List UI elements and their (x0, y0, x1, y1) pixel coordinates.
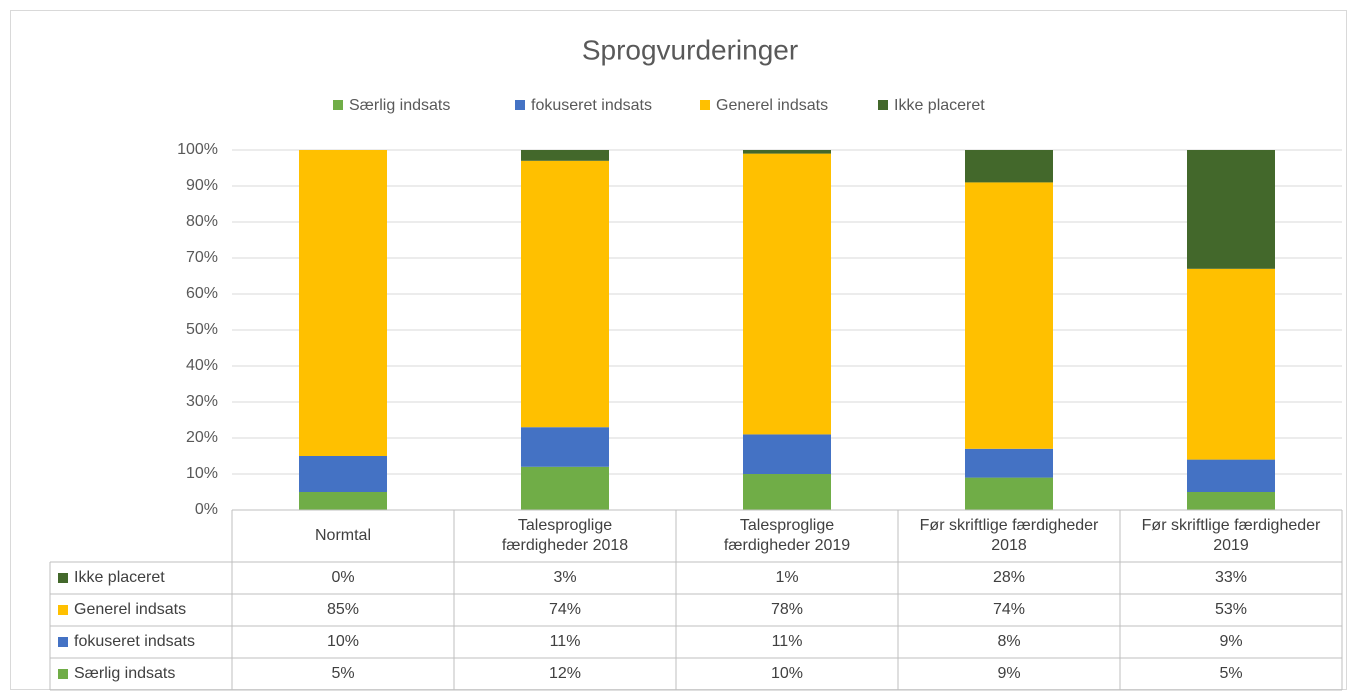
y-tick-label: 50% (186, 321, 218, 338)
data-label: 85% (326, 601, 360, 618)
y-tick-label: 90% (186, 177, 218, 194)
bar-segment (743, 434, 831, 474)
data-label: 5% (331, 665, 355, 682)
bar-segment (299, 492, 387, 510)
data-label: 74% (992, 601, 1026, 618)
y-tick-label: 40% (186, 357, 218, 374)
legend-key (58, 605, 68, 615)
bar-segment (743, 153, 831, 435)
x-tick-label: Normtal (314, 527, 371, 544)
data-label: 0% (331, 569, 355, 586)
bar-segment (521, 427, 609, 467)
y-tick-label: 70% (186, 249, 218, 266)
legend-label: Generel indsats (716, 97, 828, 114)
y-tick-label: 20% (186, 429, 218, 446)
row-label: Generel indsats (74, 601, 187, 618)
bar-segment (965, 477, 1053, 510)
data-label: 10% (326, 633, 360, 650)
data-label: 10% (770, 665, 804, 682)
data-label: 9% (997, 665, 1021, 682)
legend-swatch (333, 100, 343, 110)
bar-segment (965, 150, 1053, 183)
bar-segment (1187, 459, 1275, 492)
row-label: Særlig indsats (74, 665, 176, 682)
legend-label: fokuseret indsats (531, 97, 652, 114)
x-tick-label: Før skriftlige færdigheder 2019 (1141, 517, 1321, 554)
data-label: 33% (1214, 569, 1248, 586)
y-tick-label: 100% (177, 141, 218, 158)
legend-key (58, 669, 68, 679)
bar-segment (743, 150, 831, 154)
data-label: 74% (548, 601, 582, 618)
chart-title: Sprogvurderinger (582, 34, 798, 65)
bar-segment (521, 466, 609, 510)
legend-key (58, 573, 68, 583)
legend-swatch (878, 100, 888, 110)
chart-border (10, 10, 1347, 690)
x-tick-label: Før skriftlige færdigheder 2018 (919, 517, 1099, 554)
legend-key (58, 637, 68, 647)
bar-segment (1187, 150, 1275, 269)
legend-swatch (515, 100, 525, 110)
data-label: 11% (549, 633, 581, 650)
data-label: 9% (1219, 633, 1243, 650)
legend-label: Særlig indsats (349, 97, 450, 114)
data-label: 3% (553, 569, 577, 586)
data-label: 28% (992, 569, 1026, 586)
bar-segment (521, 150, 609, 161)
bar-segment (965, 448, 1053, 478)
bar-segment (521, 160, 609, 428)
y-tick-label: 60% (186, 285, 218, 302)
data-label: 1% (775, 569, 799, 586)
y-tick-label: 0% (195, 501, 218, 518)
x-tick-label: Talesproglige færdigheder 2019 (723, 517, 851, 554)
data-label: 53% (1214, 601, 1248, 618)
bar-segment (743, 474, 831, 510)
bar-segment (299, 456, 387, 492)
data-label: 78% (770, 601, 804, 618)
bar-segment (1187, 268, 1275, 460)
bar-segment (965, 182, 1053, 449)
bar-segment (299, 150, 387, 456)
data-label: 8% (997, 633, 1021, 650)
data-label: 5% (1219, 665, 1243, 682)
row-label: fokuseret indsats (74, 633, 195, 650)
bars (299, 150, 1275, 510)
row-label: Ikke placeret (74, 569, 165, 586)
bar-segment (1187, 492, 1275, 510)
x-tick-label: Talesproglige færdigheder 2018 (501, 517, 629, 554)
y-tick-label: 80% (186, 213, 218, 230)
data-label: 12% (548, 665, 582, 682)
legend-label: Ikke placeret (894, 97, 985, 114)
data-label: 11% (771, 633, 803, 650)
y-tick-label: 10% (186, 465, 218, 482)
y-tick-label: 30% (186, 393, 218, 410)
legend-swatch (700, 100, 710, 110)
